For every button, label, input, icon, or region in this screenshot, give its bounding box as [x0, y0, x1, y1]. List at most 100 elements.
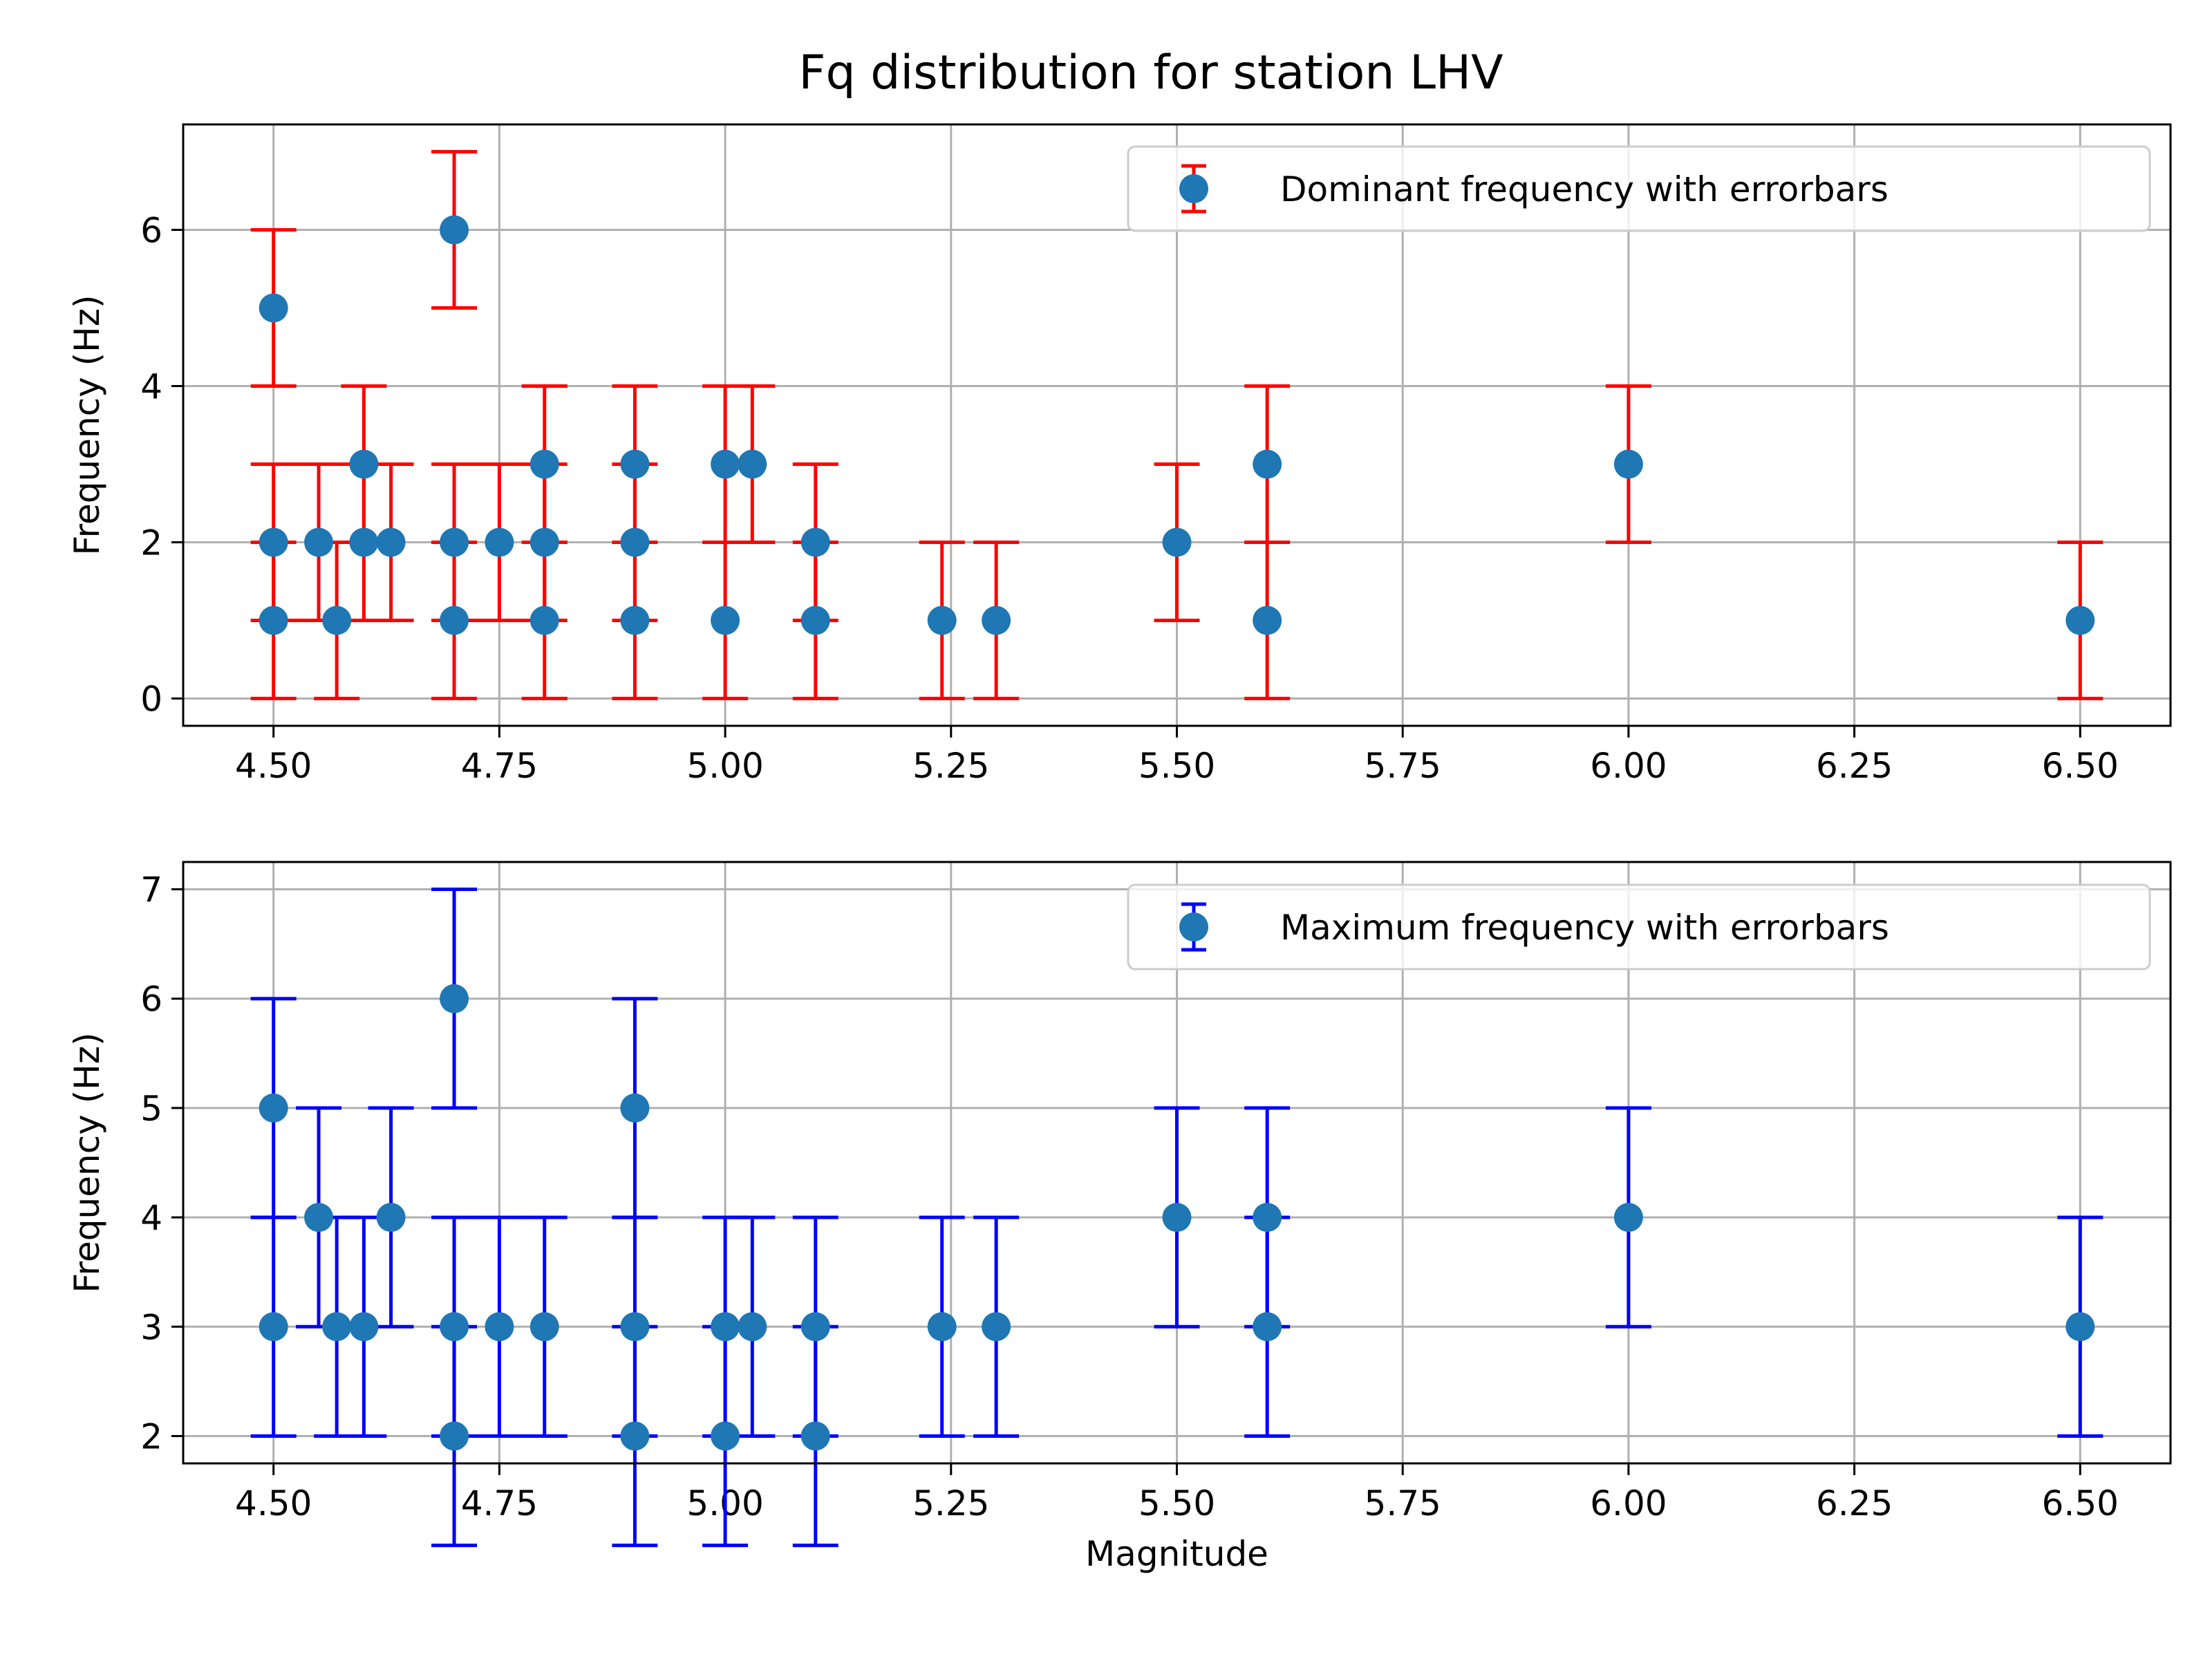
- data-point: [259, 1093, 288, 1123]
- x-tick-label: 5.00: [686, 746, 763, 786]
- data-point: [982, 1312, 1011, 1342]
- data-point: [711, 449, 740, 479]
- dominant-frequency-panel: 4.50 4.75 5.00 5.25 5.50 5.75 6.00 6.25 6.50 0 2 4 6…: [67, 123, 2172, 786]
- y-tick-label: 3: [140, 1307, 162, 1347]
- data-point: [304, 527, 334, 557]
- legend-frame: [1127, 883, 2151, 971]
- data-point: [620, 606, 650, 635]
- y-tick-label: 5: [140, 1089, 162, 1129]
- data-point: [927, 1312, 957, 1342]
- y-tick-label: 6: [140, 980, 162, 1020]
- x-tick-label: 6.00: [1590, 746, 1667, 786]
- x-tick-label: 5.25: [912, 1483, 989, 1524]
- data-point: [376, 527, 406, 557]
- data-point: [982, 606, 1011, 635]
- maximum-frequency-panel: 4.50 4.75 5.00 5.25 5.50 5.75 6.00 6.25 6.502345…: [67, 861, 2172, 1574]
- data-point: [927, 606, 957, 635]
- x-tick-label: 4.50: [235, 1483, 312, 1524]
- series: [250, 888, 2103, 1548]
- data-point: [440, 215, 469, 245]
- data-point: [349, 1312, 379, 1342]
- axes-frame: [182, 123, 2172, 727]
- data-point: [440, 527, 469, 557]
- data-point: [529, 606, 559, 635]
- data-point: [800, 606, 830, 635]
- data-point: [529, 1312, 559, 1342]
- data-point: [1613, 1203, 1643, 1232]
- figure-title: Fq distribution for station LHV: [798, 46, 1503, 100]
- data-point: [1253, 1312, 1282, 1342]
- data-point: [1162, 1203, 1192, 1232]
- data-point: [259, 606, 288, 635]
- y-tick-label: 4: [140, 1198, 162, 1238]
- data-point: [800, 1312, 830, 1342]
- x-tick-label: 5.50: [1138, 746, 1215, 786]
- data-point: [376, 1203, 406, 1232]
- data-point: [1162, 527, 1192, 557]
- data-point: [738, 449, 767, 479]
- y-tick-label: 7: [140, 870, 162, 910]
- data-point: [485, 527, 514, 557]
- data-point: [304, 1203, 334, 1232]
- x-tick-label: 4.50: [235, 746, 312, 786]
- data-point: [322, 1312, 352, 1342]
- x-tick-label: 5.25: [912, 746, 989, 786]
- y-axis-label: Frequency (Hz): [67, 294, 107, 555]
- legend-label: Maximum frequency with errorbars: [1280, 908, 1889, 948]
- x-tick-label: 6.50: [2042, 1483, 2119, 1524]
- x-tick-label: 4.75: [461, 746, 538, 786]
- data-point: [1253, 1203, 1282, 1232]
- y-axis-label: Frequency (Hz): [67, 1032, 107, 1293]
- data-point: [620, 1421, 650, 1451]
- data-point: [440, 984, 469, 1013]
- data-point: [1253, 449, 1282, 479]
- legend-marker: [1179, 912, 1208, 941]
- x-tick-label: 5.75: [1365, 746, 1441, 786]
- axes-frame: [182, 861, 2172, 1465]
- data-point: [440, 1312, 469, 1342]
- data-point: [529, 449, 559, 479]
- data-point: [620, 1093, 650, 1123]
- legend-frame: [1127, 145, 2151, 232]
- data-point: [738, 1312, 767, 1342]
- series: [250, 150, 2103, 700]
- data-point: [485, 1312, 514, 1342]
- data-point: [711, 1421, 740, 1451]
- data-point: [800, 1421, 830, 1451]
- x-tick-label: 6.25: [1816, 1483, 1893, 1524]
- x-axis-label: Magnitude: [1085, 1534, 1268, 1574]
- legend-label: Dominant frequency with errorbars: [1280, 169, 1888, 209]
- data-point: [259, 1312, 288, 1342]
- x-tick-label: 6.00: [1590, 1483, 1667, 1524]
- x-tick-label: 6.25: [1816, 746, 1893, 786]
- x-tick-label: 4.75: [461, 1483, 538, 1524]
- data-point: [440, 606, 469, 635]
- x-tick-label: 5.75: [1365, 1483, 1441, 1524]
- data-point: [529, 527, 559, 557]
- data-point: [349, 449, 379, 479]
- legend: Maximum frequency with errorbars: [1127, 883, 2151, 971]
- x-tick-label: 5.50: [1138, 1483, 1215, 1524]
- data-point: [440, 1421, 469, 1451]
- y-tick-label: 6: [140, 211, 162, 251]
- data-point: [349, 527, 379, 557]
- data-point: [620, 1312, 650, 1342]
- data-point: [711, 1312, 740, 1342]
- data-point: [2065, 1312, 2095, 1342]
- data-point: [259, 293, 288, 323]
- y-tick-label: 2: [140, 1416, 162, 1456]
- data-point: [800, 527, 830, 557]
- data-point: [2065, 606, 2095, 635]
- data-point: [620, 527, 650, 557]
- data-point: [1613, 449, 1643, 479]
- data-point: [1253, 606, 1282, 635]
- legend-marker: [1179, 174, 1208, 203]
- data-point: [259, 527, 288, 557]
- x-tick-label: 6.50: [2042, 746, 2119, 786]
- y-tick-label: 4: [140, 367, 162, 407]
- y-tick-label: 2: [140, 523, 162, 563]
- data-point: [322, 606, 352, 635]
- legend: Dominant frequency with errorbars: [1127, 145, 2151, 232]
- data-point: [711, 606, 740, 635]
